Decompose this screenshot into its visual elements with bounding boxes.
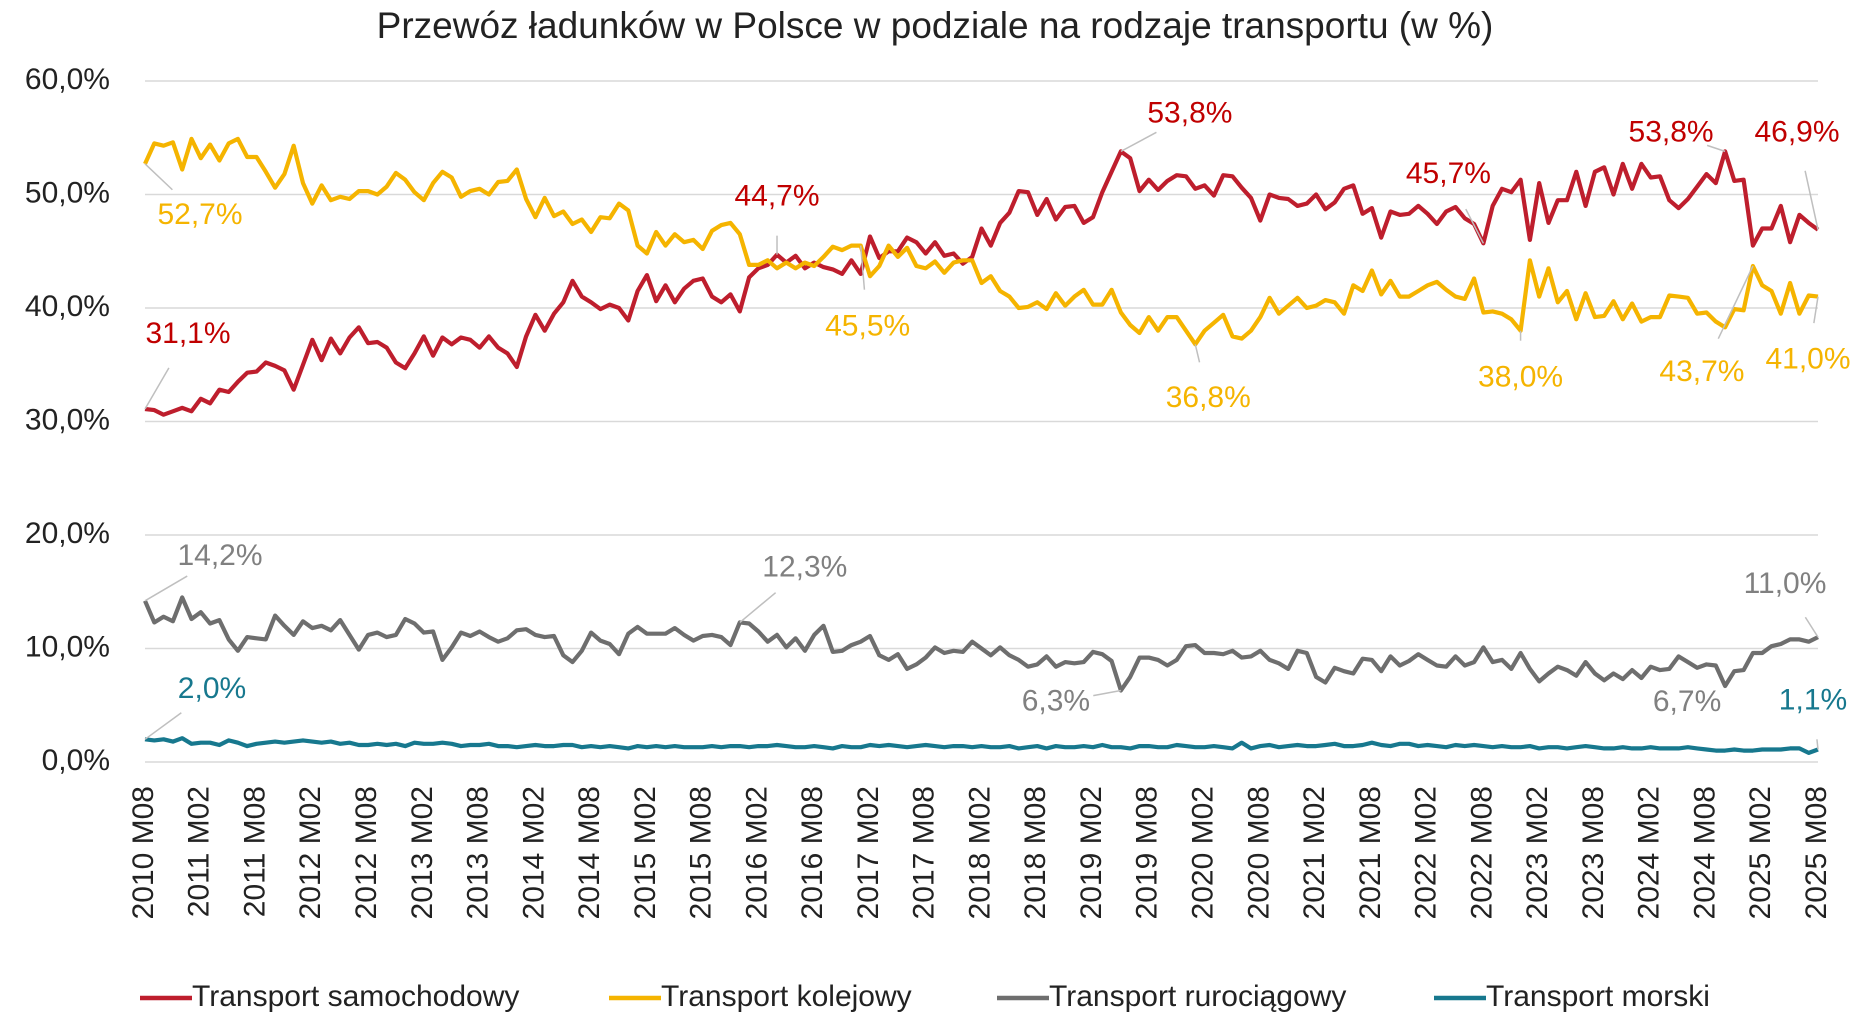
x-tick-label: 2016 M08 [796,786,829,919]
data-label: 14,2% [177,539,262,572]
leader-line [1813,296,1819,324]
y-tick-label: 0,0% [42,744,110,777]
x-tick-label: 2012 M02 [294,786,327,919]
x-tick-label: 2019 M02 [1075,786,1108,919]
data-label: 36,8% [1166,381,1251,414]
leader-line [1093,689,1122,697]
data-label: 31,1% [145,317,230,350]
data-label: 41,0% [1765,343,1850,376]
x-tick-label: 2022 M08 [1465,786,1498,919]
data-label: 45,5% [825,309,910,342]
legend-label: Transport rurociągowy [1049,980,1346,1013]
leader-line [739,592,777,623]
y-tick-label: 60,0% [25,63,110,96]
x-tick-label: 2013 M02 [406,786,439,919]
series-line [144,736,1819,755]
data-label: 6,3% [1022,684,1090,717]
x-tick-label: 2024 M02 [1633,786,1666,919]
leader-line [144,163,173,191]
data-label: 44,7% [734,180,819,213]
x-tick-label: 2020 M02 [1186,786,1219,919]
data-label: 38,0% [1478,361,1563,394]
x-tick-label: 2018 M08 [1019,786,1052,919]
x-tick-label: 2014 M02 [517,786,550,919]
series-line [143,595,1819,693]
data-label: 43,7% [1659,355,1744,388]
y-tick-label: 10,0% [25,630,110,663]
leader-line [859,245,866,290]
x-tick-label: 2012 M08 [350,786,383,919]
legend-label: Transport samochodowy [192,980,519,1013]
data-label: 2,0% [178,672,246,705]
leader-line [1816,739,1819,750]
leader-line [1706,144,1726,153]
chart-title: Przewóz ładunków w Polsce w podziale na … [377,5,1494,46]
x-tick-label: 2018 M02 [963,786,996,919]
data-label: 52,7% [157,198,242,231]
leader-line [144,712,182,740]
x-tick-label: 2017 M08 [908,786,941,919]
leader-line [1194,344,1201,363]
leader-line [1804,616,1819,638]
leader-line [1804,170,1819,230]
leader-line [1465,208,1485,244]
y-tick-label: 40,0% [25,290,110,323]
leader-line [1120,131,1157,153]
x-tick-label: 2020 M08 [1242,786,1275,919]
x-tick-label: 2011 M02 [183,786,216,917]
series-line [144,149,1820,417]
x-tick-label: 2023 M08 [1577,786,1610,919]
x-tick-label: 2017 M02 [852,786,885,919]
leader-line [144,367,170,410]
data-label: 12,3% [762,550,847,583]
x-tick-label: 2023 M02 [1521,786,1554,919]
x-tick-label: 2010 M08 [127,786,160,919]
x-tick-label: 2016 M02 [740,786,773,919]
x-tick-label: 2011 M08 [238,786,271,917]
x-tick-label: 2015 M02 [629,786,662,919]
leader-line [1717,265,1754,340]
x-tick-label: 2014 M08 [573,786,606,919]
series-line [143,136,1819,347]
data-label: 53,8% [1629,115,1714,148]
data-label: 53,8% [1147,96,1232,129]
data-label: 46,9% [1754,116,1839,149]
data-label: 11,0% [1744,567,1827,600]
leader-line [144,575,188,602]
x-tick-label: 2021 M02 [1298,786,1331,919]
y-tick-label: 30,0% [25,403,110,436]
data-label: 6,7% [1653,685,1721,718]
x-tick-label: 2025 M08 [1800,786,1833,919]
x-tick-label: 2015 M08 [685,786,718,919]
y-tick-label: 20,0% [25,517,110,550]
x-tick-label: 2022 M02 [1410,786,1443,919]
legend-label: Transport kolejowy [661,980,912,1013]
x-tick-label: 2021 M08 [1354,786,1387,919]
data-label: 1,1% [1779,683,1847,716]
x-tick-label: 2024 M08 [1688,786,1721,919]
x-tick-label: 2025 M02 [1744,786,1777,919]
data-label: 45,7% [1406,157,1491,190]
x-tick-label: 2013 M08 [462,786,495,919]
x-tick-label: 2019 M08 [1131,786,1164,919]
y-tick-label: 50,0% [25,176,110,209]
legend-label: Transport morski [1486,980,1710,1013]
